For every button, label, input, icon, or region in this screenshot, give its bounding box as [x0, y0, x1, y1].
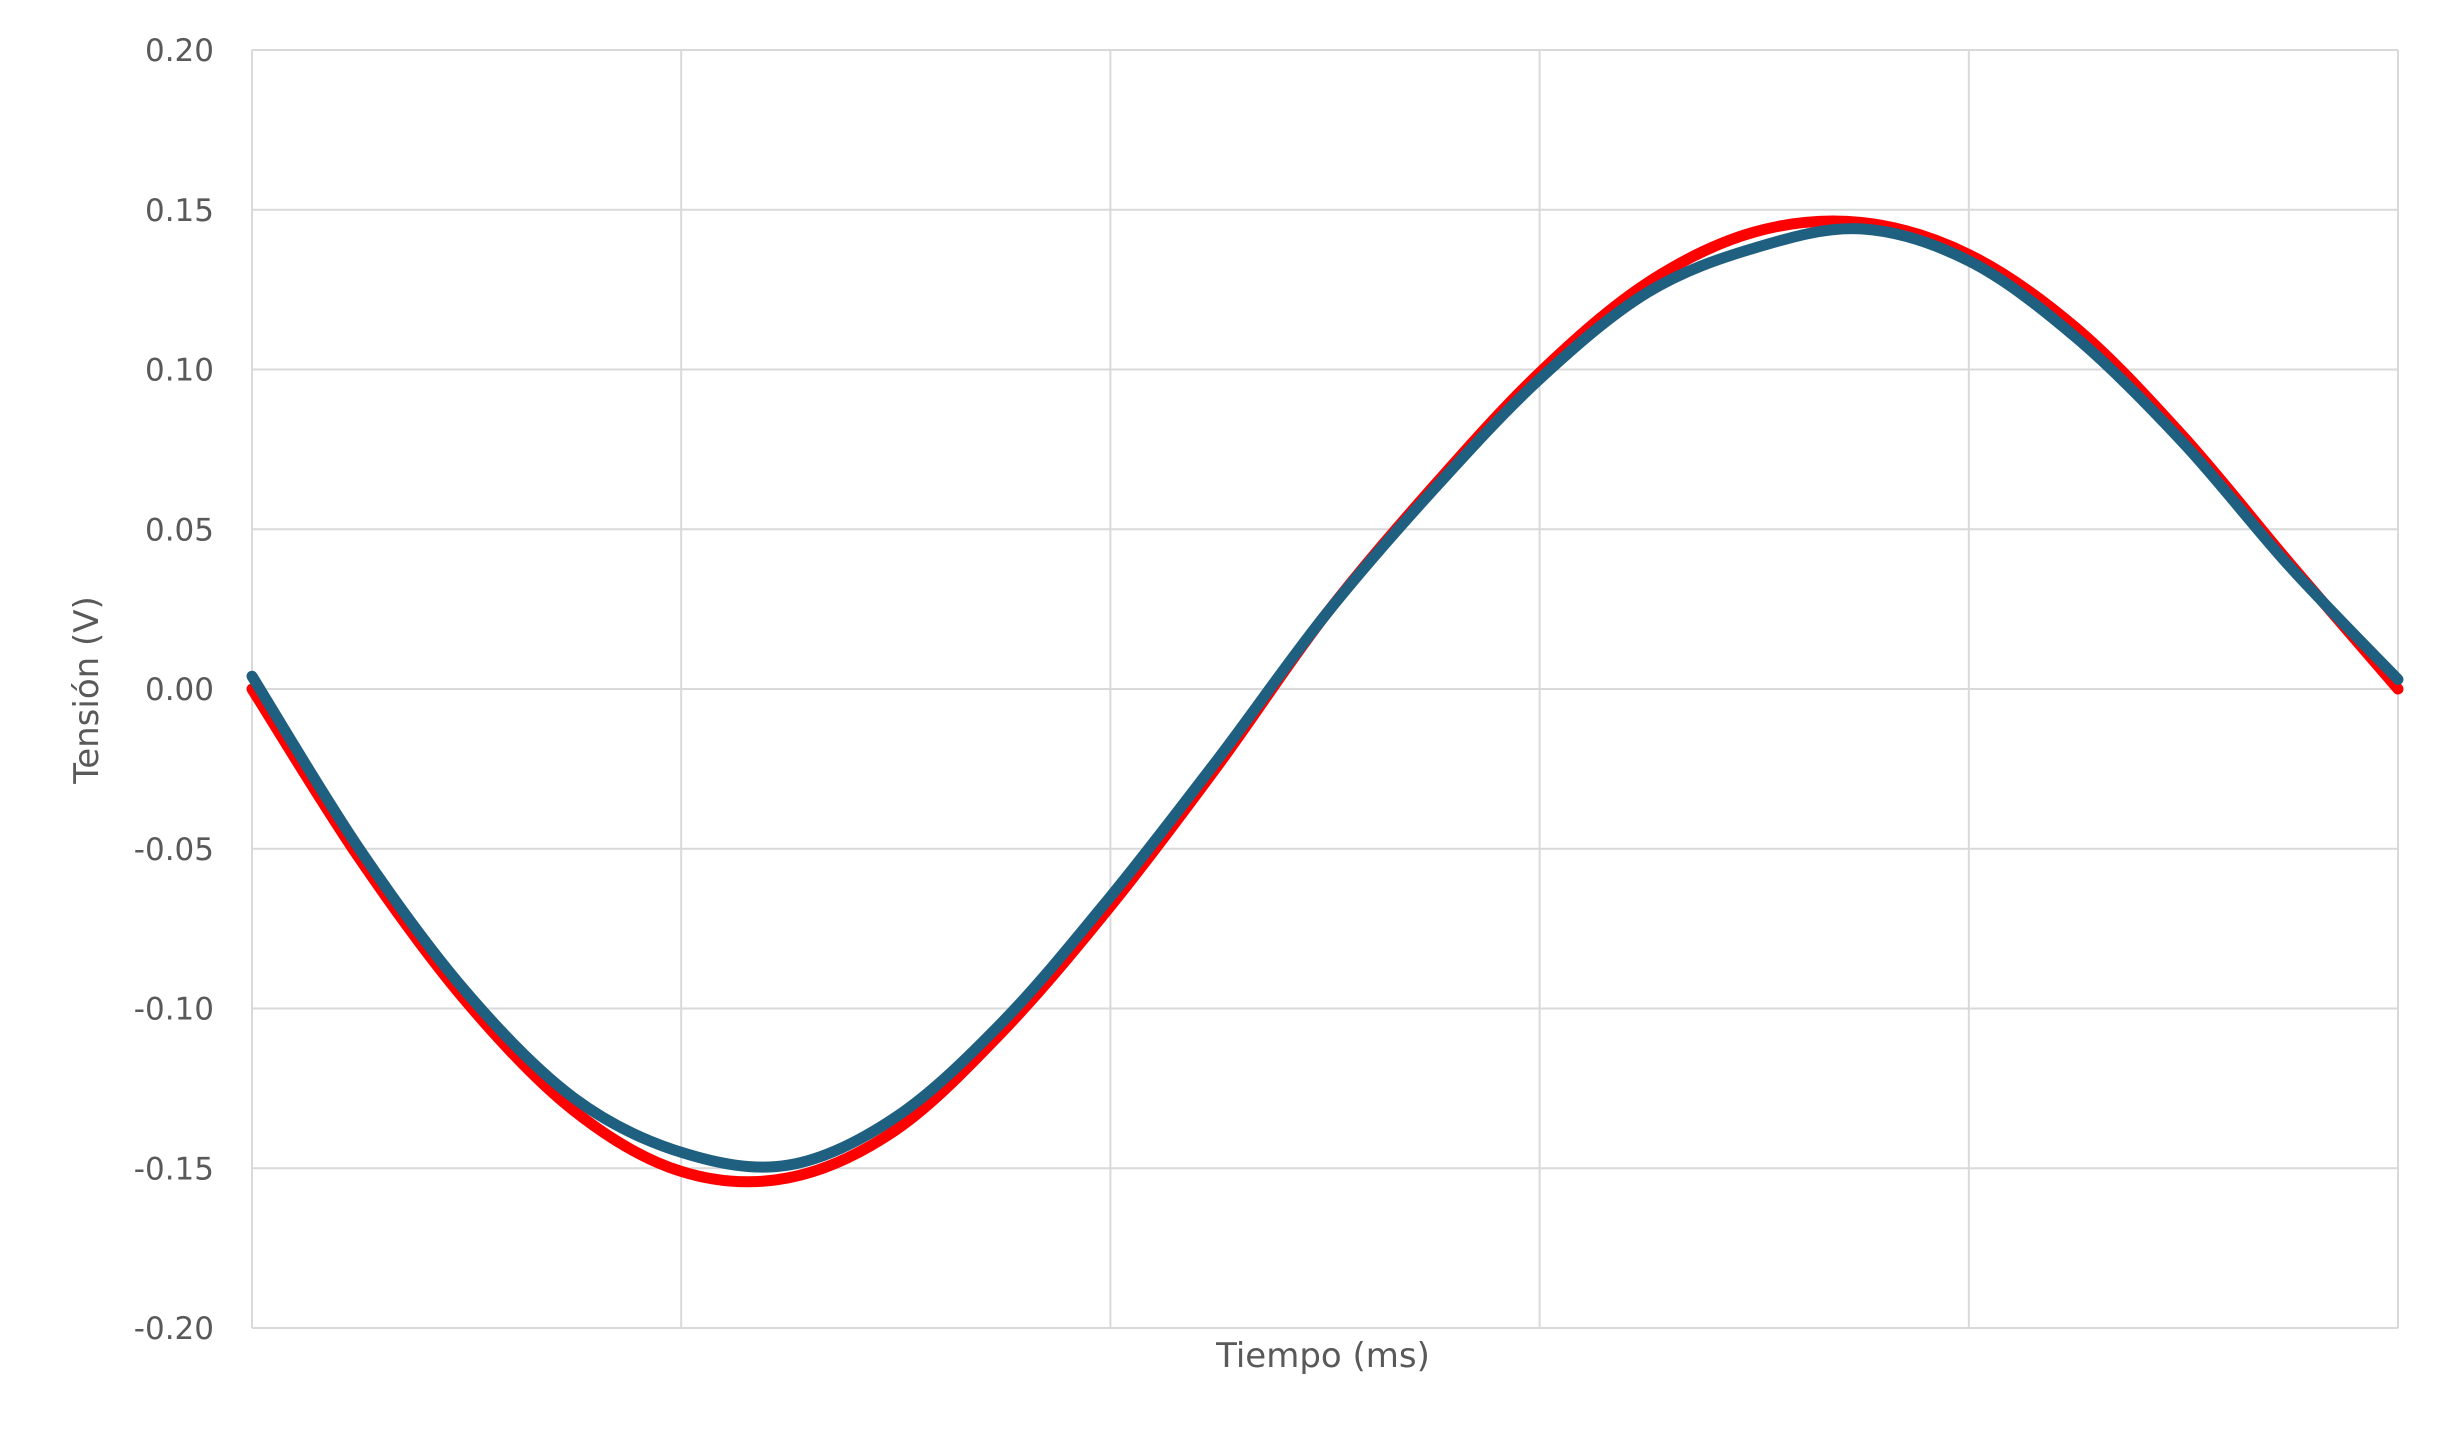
y-tick-label: -0.10	[134, 992, 214, 1028]
series-lines	[246, 215, 2404, 1188]
y-tick-label: 0.20	[145, 33, 214, 69]
x-axis-title: Tiempo (ms)	[1215, 1336, 1430, 1376]
y-tick-label: 0.15	[145, 193, 214, 229]
series-line-2	[246, 223, 2404, 1173]
y-axis-title: Tensión (V)	[67, 596, 107, 785]
y-tick-label: -0.05	[134, 832, 214, 868]
y-tick-label: 0.10	[145, 353, 214, 389]
series-line-1	[246, 215, 2404, 1188]
y-tick-label: -0.15	[134, 1151, 214, 1187]
y-tick-label: -0.20	[134, 1311, 214, 1347]
gridlines	[251, 49, 2399, 1329]
y-tick-label: 0.05	[145, 512, 214, 548]
y-tick-label: 0.00	[145, 672, 214, 708]
y-tick-labels: 0.20 0.15 0.10 0.05 0.00 -0.05 -0.10 -0.15 -0.20	[134, 33, 214, 1347]
